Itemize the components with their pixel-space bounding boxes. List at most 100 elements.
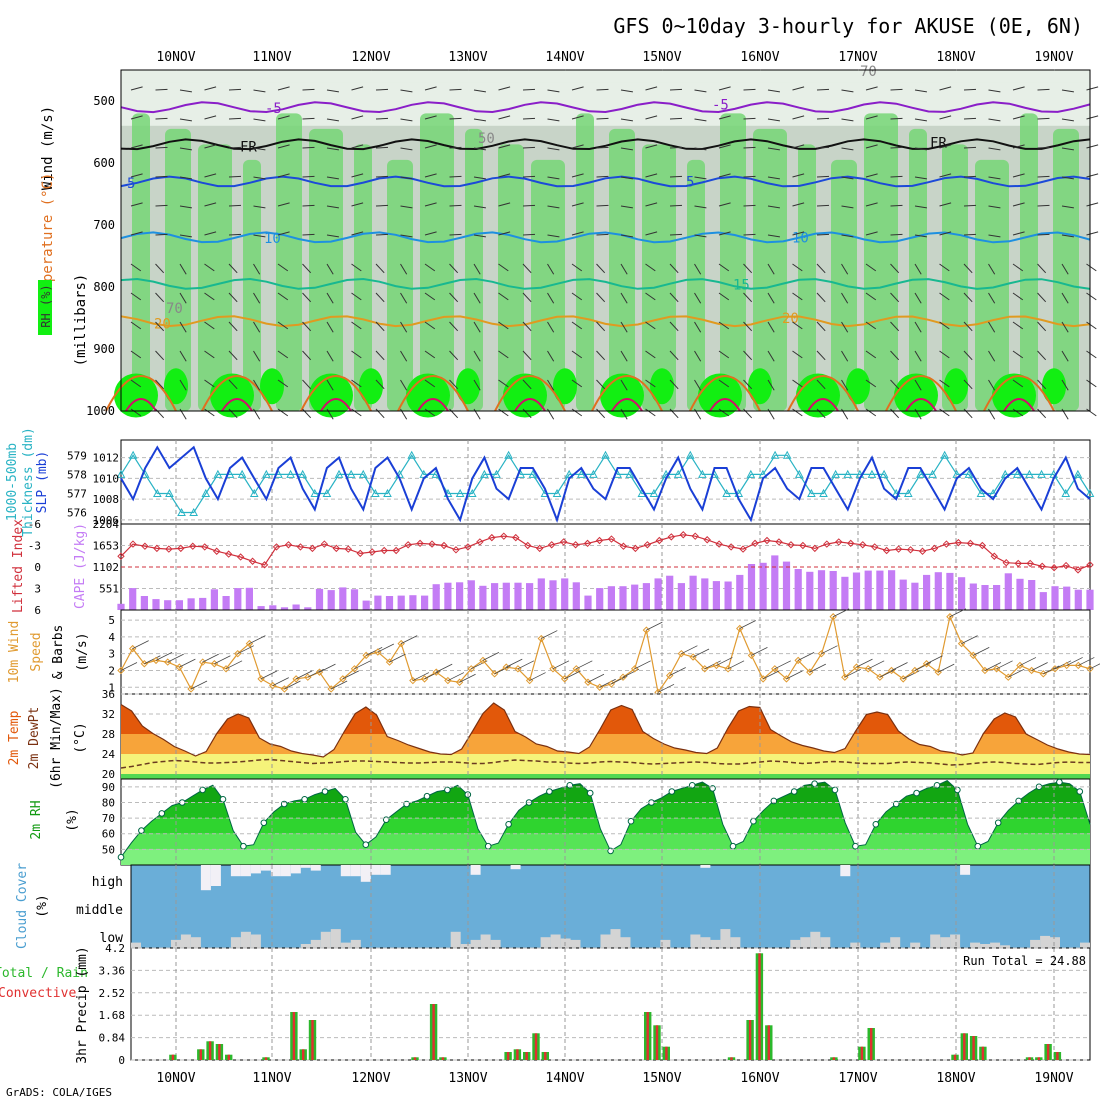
wind-barb — [571, 292, 583, 301]
wind-barb — [914, 205, 927, 209]
wind-barb-10m — [354, 660, 371, 670]
thickness-point — [128, 450, 138, 459]
wind-barb — [841, 263, 849, 275]
dewpoint-line — [120, 758, 1090, 769]
top-day-label: 12NOV — [351, 50, 390, 65]
cape-bar — [1016, 578, 1024, 610]
wind-barb-10m — [482, 652, 500, 661]
wind-barb — [816, 233, 830, 236]
wind-barb — [498, 173, 511, 178]
wind-barb — [1086, 173, 1099, 178]
cloud-low-bar — [1050, 937, 1060, 948]
cape-bar — [526, 583, 534, 610]
wind-barb — [939, 408, 950, 417]
rh-point — [240, 842, 247, 850]
thickness-point — [334, 469, 344, 478]
lifted-point — [930, 544, 939, 553]
wind-barb — [547, 292, 555, 304]
wind-barb-10m — [821, 645, 838, 655]
ua-frame — [120, 69, 1091, 412]
wind-barb — [1086, 408, 1097, 417]
cape-bar — [315, 588, 324, 610]
cape-bar — [1063, 586, 1071, 610]
rh-ytick: 60 — [102, 828, 115, 841]
wind-barb — [865, 86, 878, 91]
wind-barb — [792, 86, 805, 91]
precip-label-unit: 3hr Precip (mm) — [75, 946, 90, 1063]
wind-barb — [596, 350, 606, 361]
precip-convective-bar — [860, 1046, 864, 1060]
lifted-point — [308, 544, 317, 553]
precip-ytick: 1.68 — [99, 1009, 126, 1022]
wind-barb-10m — [529, 672, 546, 681]
wind-barb — [277, 321, 289, 330]
wind-barb — [449, 146, 462, 149]
wind-barb — [571, 173, 584, 178]
wind-barb — [620, 118, 633, 122]
wind-barb — [620, 292, 628, 304]
thickness-point — [116, 469, 126, 478]
lifted-point — [224, 550, 233, 558]
thickness-point — [528, 469, 538, 478]
wind-barb — [669, 175, 683, 178]
precip-convective-bar — [870, 1028, 873, 1060]
wind-barb — [547, 350, 555, 362]
thickness-point — [262, 469, 271, 478]
wind-barb — [375, 233, 389, 236]
precip-convective-bar — [432, 1004, 435, 1060]
cape-bar — [654, 578, 662, 610]
bottom-day-label: 11NOV — [252, 1071, 291, 1086]
precip-legend-total: Total / Rain — [0, 966, 88, 981]
wind-barb-10m — [1031, 662, 1048, 671]
wind-barb — [841, 89, 854, 93]
warm-isotherm — [591, 375, 663, 412]
wind-barb — [620, 263, 628, 275]
top-day-label: 18NOV — [936, 50, 975, 65]
wind-barb — [939, 263, 950, 272]
lifted-point — [691, 532, 699, 540]
wind-barb — [865, 379, 877, 388]
wind-barb — [400, 321, 408, 333]
lifted-point — [380, 546, 388, 555]
bottom-day-label: 14NOV — [545, 1071, 584, 1086]
cape-label: CAPE (J/kg) — [73, 523, 88, 609]
rh-green-column — [864, 113, 898, 412]
cape-bar — [1086, 589, 1094, 610]
wind-barb-10m — [1089, 663, 1100, 670]
wind-barb-10m — [587, 673, 605, 683]
cloud-high-gap — [270, 865, 281, 877]
wind-barb — [253, 205, 266, 209]
wind-barb — [547, 321, 555, 333]
thickness-point — [237, 469, 247, 478]
thickness-point — [903, 488, 913, 497]
wind-barb — [204, 86, 217, 91]
thickness-point — [916, 469, 925, 478]
wind-barb — [865, 263, 877, 272]
wind-barb — [596, 408, 606, 419]
bottom-day-label: 19NOV — [1034, 1071, 1073, 1086]
wind-barb-10m — [973, 647, 990, 656]
wind-barb — [571, 379, 583, 388]
ua-ytick: 900 — [93, 342, 115, 356]
wind-barb — [1061, 263, 1069, 275]
wind-barb-10m — [774, 660, 791, 670]
wind-barb — [302, 292, 312, 303]
bottom-day-label: 15NOV — [642, 1071, 681, 1086]
rh-bright-blob — [944, 368, 968, 405]
cape-bar — [829, 571, 837, 610]
thickness-point — [625, 469, 635, 478]
wind-barb — [841, 147, 854, 151]
rh-ytick: 80 — [102, 796, 115, 809]
cloud-high-gap — [250, 865, 261, 874]
wind-barb — [694, 89, 707, 93]
wind-barb — [1037, 408, 1047, 419]
wind-barb — [571, 115, 584, 120]
wind-barb — [645, 144, 658, 149]
wind-barb-10m — [868, 660, 885, 670]
wind-barb — [228, 292, 238, 303]
thickness-point — [455, 488, 465, 497]
cape-bar — [607, 586, 615, 610]
cape-bar — [444, 582, 452, 610]
temp-ytick: 28 — [102, 728, 115, 741]
wind-barb — [841, 321, 849, 333]
